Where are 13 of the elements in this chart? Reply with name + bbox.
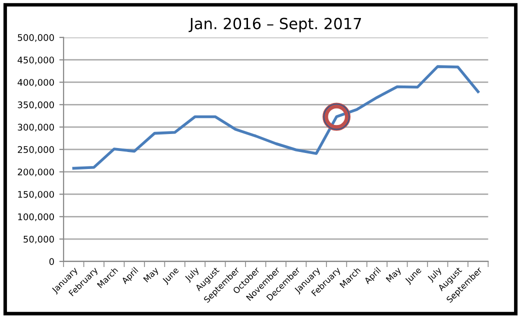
y-tick-label: 350,000	[18, 101, 54, 110]
y-tick-label: 200,000	[18, 168, 54, 176]
y-tick-label: 100,000	[18, 213, 54, 222]
y-tick-label: 500,000	[18, 34, 54, 42]
y-tick-label: 150,000	[18, 190, 54, 199]
y-tick-label: 450,000	[18, 56, 54, 64]
chart-title: Jan. 2016 – Sept. 2017	[188, 18, 361, 32]
y-tick-label: 50,000	[24, 236, 54, 244]
y-tick-label: 300,000	[18, 124, 54, 132]
line-series	[72, 65, 480, 170]
y-tick-label: 400,000	[18, 78, 54, 87]
y-tick-label: 250,000	[18, 146, 54, 154]
y-tick-label: 0	[49, 258, 54, 265]
